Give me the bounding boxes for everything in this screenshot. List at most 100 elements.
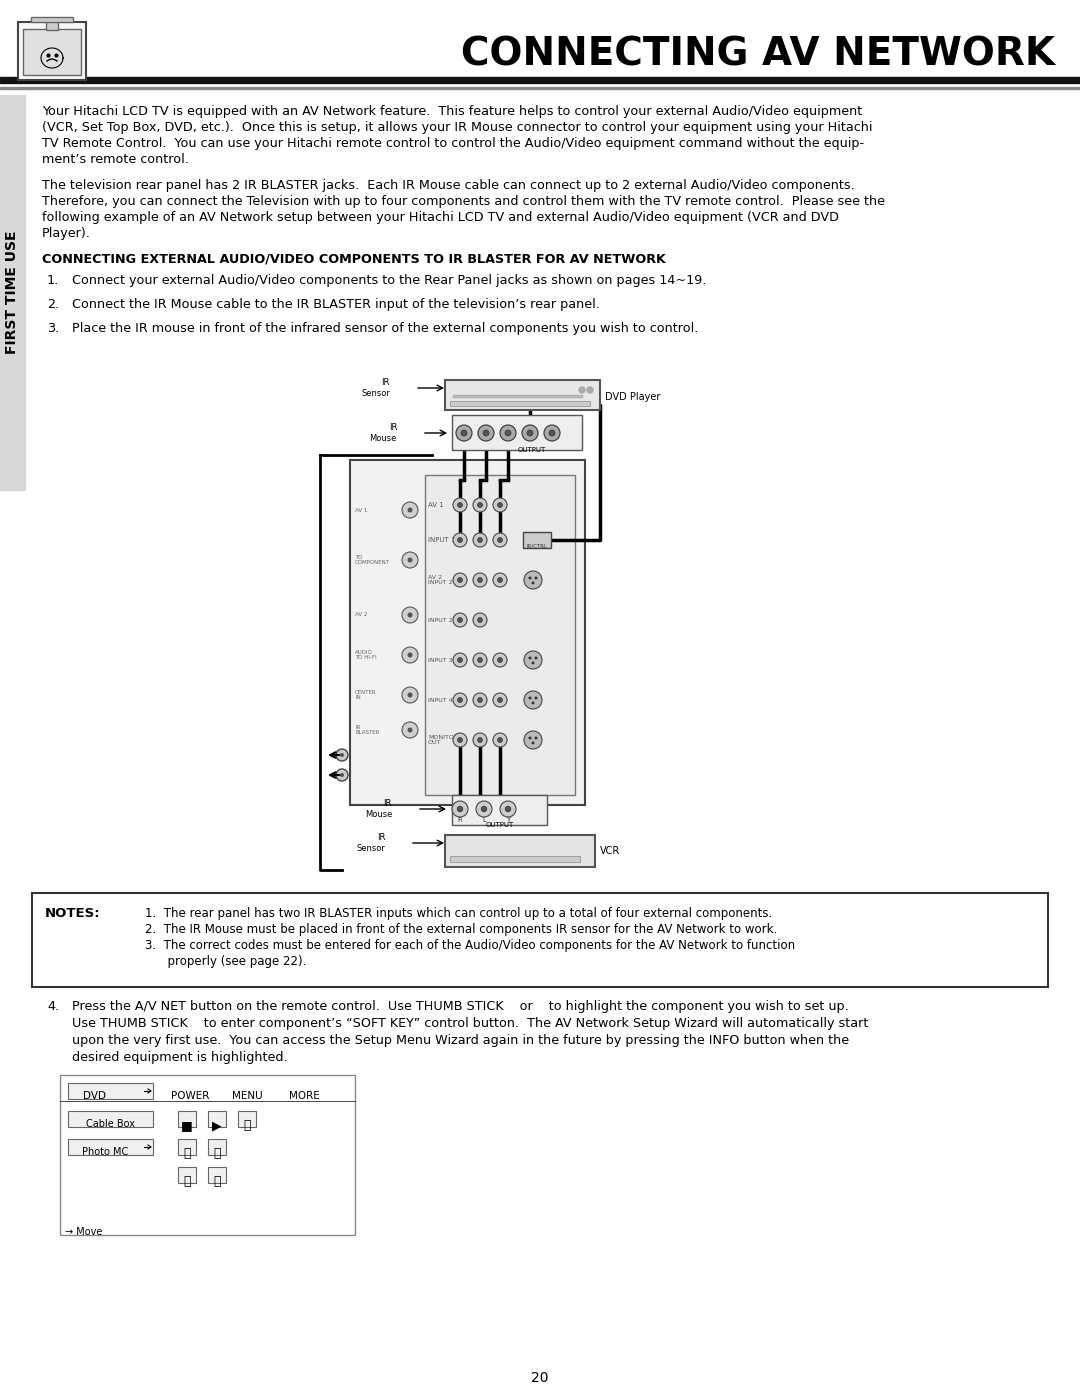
- Text: The television rear panel has 2 IR BLASTER jacks.  Each IR Mouse cable can conne: The television rear panel has 2 IR BLAST…: [42, 179, 854, 191]
- Circle shape: [492, 693, 507, 707]
- Circle shape: [402, 722, 418, 738]
- Circle shape: [336, 768, 348, 781]
- Text: IR/CTRL: IR/CTRL: [527, 543, 548, 548]
- Circle shape: [524, 731, 542, 749]
- Text: upon the very first use.  You can access the Setup Menu Wizard again in the futu: upon the very first use. You can access …: [72, 1034, 849, 1046]
- Circle shape: [528, 657, 531, 659]
- Circle shape: [453, 497, 467, 511]
- Text: INPUT 3: INPUT 3: [428, 658, 453, 662]
- Text: AV 1: AV 1: [355, 507, 367, 513]
- Circle shape: [477, 738, 483, 742]
- Text: → Move: → Move: [65, 1227, 103, 1236]
- Bar: [208, 1111, 226, 1127]
- Bar: [208, 1166, 226, 1183]
- Text: IR
Sensor: IR Sensor: [361, 379, 390, 398]
- Text: ■: ■: [181, 1119, 193, 1132]
- Text: Photo MC: Photo MC: [82, 1147, 129, 1157]
- Circle shape: [473, 652, 487, 666]
- Circle shape: [522, 425, 538, 441]
- Bar: [445, 380, 600, 409]
- Circle shape: [473, 573, 487, 587]
- Bar: [23, 29, 81, 75]
- Text: ⏪: ⏪: [184, 1147, 191, 1160]
- Text: AV 2
INPUT 2: AV 2 INPUT 2: [428, 574, 453, 585]
- Bar: [0, 87, 1080, 89]
- Bar: [46, 20, 58, 29]
- Circle shape: [407, 612, 413, 617]
- Circle shape: [483, 430, 489, 436]
- Circle shape: [505, 806, 511, 812]
- Circle shape: [528, 577, 531, 580]
- Bar: [445, 835, 595, 868]
- Circle shape: [579, 387, 585, 393]
- Circle shape: [458, 738, 462, 742]
- Circle shape: [492, 652, 507, 666]
- Circle shape: [531, 662, 535, 665]
- Text: VCR: VCR: [600, 847, 620, 856]
- Text: ⏮: ⏮: [184, 1175, 191, 1187]
- Text: AV 2: AV 2: [355, 612, 367, 617]
- Text: Use THUMB STICK    to enter component’s “SOFT KEY” control button.  The AV Netwo: Use THUMB STICK to enter component’s “SO…: [72, 1017, 868, 1030]
- Circle shape: [492, 733, 507, 747]
- Circle shape: [336, 749, 348, 761]
- Bar: [68, 1139, 153, 1155]
- Circle shape: [407, 693, 413, 697]
- Text: Connect your external Audio/Video components to the Rear Panel jacks as shown on: Connect your external Audio/Video compon…: [72, 274, 706, 286]
- Text: R: R: [458, 817, 462, 823]
- Circle shape: [498, 697, 502, 703]
- Text: IR
Mouse: IR Mouse: [365, 799, 392, 819]
- Bar: [32, 893, 1048, 988]
- Bar: [68, 1111, 153, 1127]
- Bar: [178, 1139, 195, 1155]
- Text: DVD Player: DVD Player: [605, 393, 660, 402]
- Circle shape: [476, 800, 492, 817]
- Bar: [238, 1111, 256, 1127]
- Text: MENU: MENU: [232, 1091, 262, 1101]
- Circle shape: [473, 733, 487, 747]
- Circle shape: [535, 736, 538, 739]
- Circle shape: [498, 503, 502, 507]
- Text: 1.: 1.: [48, 274, 59, 286]
- Circle shape: [458, 538, 462, 542]
- Circle shape: [453, 733, 467, 747]
- Circle shape: [458, 658, 462, 662]
- Circle shape: [498, 538, 502, 542]
- Circle shape: [461, 430, 467, 436]
- Text: DVD: DVD: [83, 1091, 107, 1101]
- Circle shape: [524, 692, 542, 710]
- Text: L: L: [482, 817, 486, 823]
- Bar: [450, 401, 590, 407]
- Text: AUDIO
TO HI-FI: AUDIO TO HI-FI: [355, 650, 377, 661]
- Text: OUTPUT: OUTPUT: [485, 821, 514, 828]
- Circle shape: [477, 577, 483, 583]
- Text: following example of an AV Network setup between your Hitachi LCD TV and externa: following example of an AV Network setup…: [42, 211, 839, 224]
- Circle shape: [531, 742, 535, 745]
- Bar: [60, 1076, 355, 1235]
- Circle shape: [535, 577, 538, 580]
- Circle shape: [458, 697, 462, 703]
- Text: INPUT 2: INPUT 2: [428, 617, 453, 623]
- Circle shape: [498, 658, 502, 662]
- Circle shape: [458, 503, 462, 507]
- Bar: [450, 856, 580, 862]
- Text: Connect the IR Mouse cable to the IR BLASTER input of the television’s rear pane: Connect the IR Mouse cable to the IR BLA…: [72, 298, 599, 312]
- Text: 3.: 3.: [48, 321, 59, 335]
- Circle shape: [482, 806, 487, 812]
- Circle shape: [453, 613, 467, 627]
- Circle shape: [407, 728, 413, 732]
- Text: Player).: Player).: [42, 226, 91, 240]
- Text: Your Hitachi LCD TV is equipped with an AV Network feature.  This feature helps : Your Hitachi LCD TV is equipped with an …: [42, 105, 862, 117]
- Text: Therefore, you can connect the Television with up to four components and control: Therefore, you can connect the Televisio…: [42, 196, 885, 208]
- Bar: [18, 22, 86, 80]
- Text: ⏭: ⏭: [213, 1175, 220, 1187]
- Text: properly (see page 22).: properly (see page 22).: [145, 956, 307, 968]
- Circle shape: [477, 697, 483, 703]
- Circle shape: [473, 534, 487, 548]
- Text: desired equipment is highlighted.: desired equipment is highlighted.: [72, 1051, 287, 1065]
- Bar: [178, 1166, 195, 1183]
- Text: 4.: 4.: [48, 1000, 59, 1013]
- Text: IR
Sensor: IR Sensor: [356, 833, 384, 852]
- Bar: [0, 77, 1080, 82]
- Text: 3.  The correct codes must be entered for each of the Audio/Video components for: 3. The correct codes must be entered for…: [145, 939, 795, 951]
- Circle shape: [453, 534, 467, 548]
